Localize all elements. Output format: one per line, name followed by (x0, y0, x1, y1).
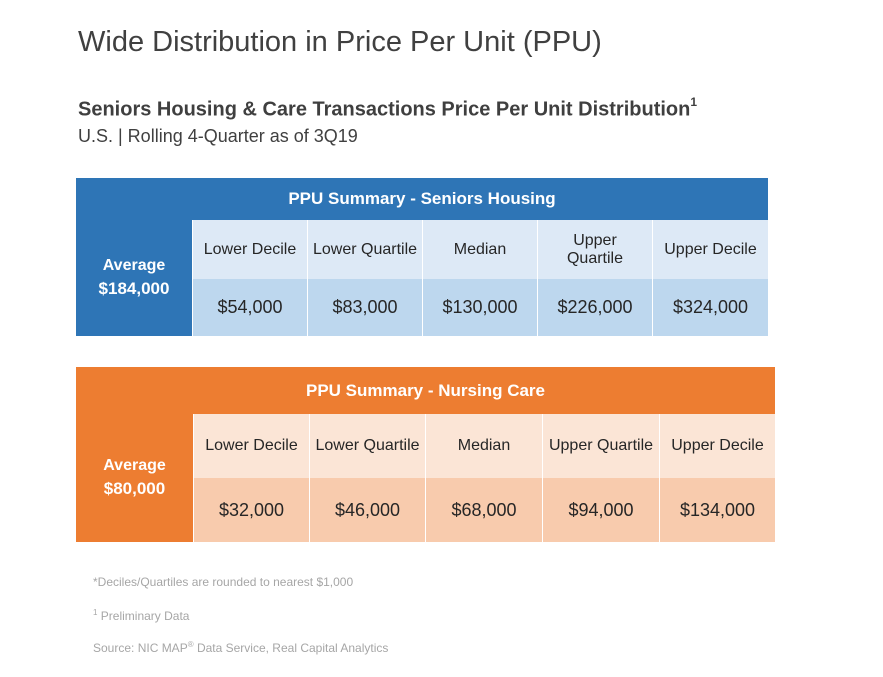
column-header-median: Median (425, 414, 542, 478)
average-label: Average (102, 257, 166, 274)
seniors-housing-table: PPU Summary - Seniors Housing Average $1… (76, 178, 768, 336)
value-lower-quartile: $83,000 (307, 279, 422, 336)
nursing-care-table: PPU Summary - Nursing Care Average $80,0… (76, 367, 775, 542)
value-lower-decile: $54,000 (192, 279, 307, 336)
column-header-lower-decile: Lower Decile (193, 414, 309, 478)
subtitle-text: Seniors Housing & Care Transactions Pric… (78, 98, 691, 121)
preliminary-footnote: 1 Preliminary Data (93, 608, 189, 623)
preliminary-text: Preliminary Data (97, 609, 190, 623)
value-upper-quartile: $226,000 (537, 279, 652, 336)
source-text-b: Data Service, Real Capital Analytics (193, 641, 389, 655)
rounding-footnote: *Deciles/Quartiles are rounded to neares… (93, 575, 354, 589)
source-text-a: Source: NIC MAP (93, 641, 188, 655)
column-header-upper-quartile: Upper Quartile (537, 220, 652, 279)
column-header-upper-decile: Upper Decile (652, 220, 768, 279)
footnote-mark: 1 (93, 608, 98, 617)
average-value: $80,000 (103, 479, 166, 498)
column-header-upper-decile: Upper Decile (659, 414, 775, 478)
value-lower-decile: $32,000 (193, 478, 309, 542)
value-upper-decile: $134,000 (659, 478, 775, 542)
region-period-label: U.S. | Rolling 4-Quarter as of 3Q19 (78, 126, 358, 146)
nursing-care-header: PPU Summary - Nursing Care (76, 367, 775, 414)
nursing-care-average: Average $80,000 (76, 414, 193, 542)
seniors-housing-header: PPU Summary - Seniors Housing (76, 178, 768, 220)
page-title: Wide Distribution in Price Per Unit (PPU… (78, 26, 602, 58)
value-upper-decile: $324,000 (652, 279, 768, 336)
column-header-lower-quartile: Lower Quartile (307, 220, 422, 279)
column-header-lower-decile: Lower Decile (192, 220, 307, 279)
value-median: $130,000 (422, 279, 537, 336)
column-header-median: Median (422, 220, 537, 279)
registered-mark: ® (187, 640, 194, 649)
value-median: $68,000 (425, 478, 542, 542)
value-lower-quartile: $46,000 (309, 478, 425, 542)
subtitle-footnote-mark: 1 (690, 95, 698, 109)
value-upper-quartile: $94,000 (542, 478, 659, 542)
column-header-upper-quartile: Upper Quartile (542, 414, 659, 478)
average-value: $184,000 (98, 279, 170, 298)
chart-subtitle: Seniors Housing & Care Transactions Pric… (78, 95, 698, 122)
average-label: Average (103, 457, 166, 474)
column-header-lower-quartile: Lower Quartile (309, 414, 425, 478)
source-footnote: Source: NIC MAP® Data Service, Real Capi… (93, 640, 388, 655)
seniors-housing-average: Average $184,000 (76, 220, 192, 336)
